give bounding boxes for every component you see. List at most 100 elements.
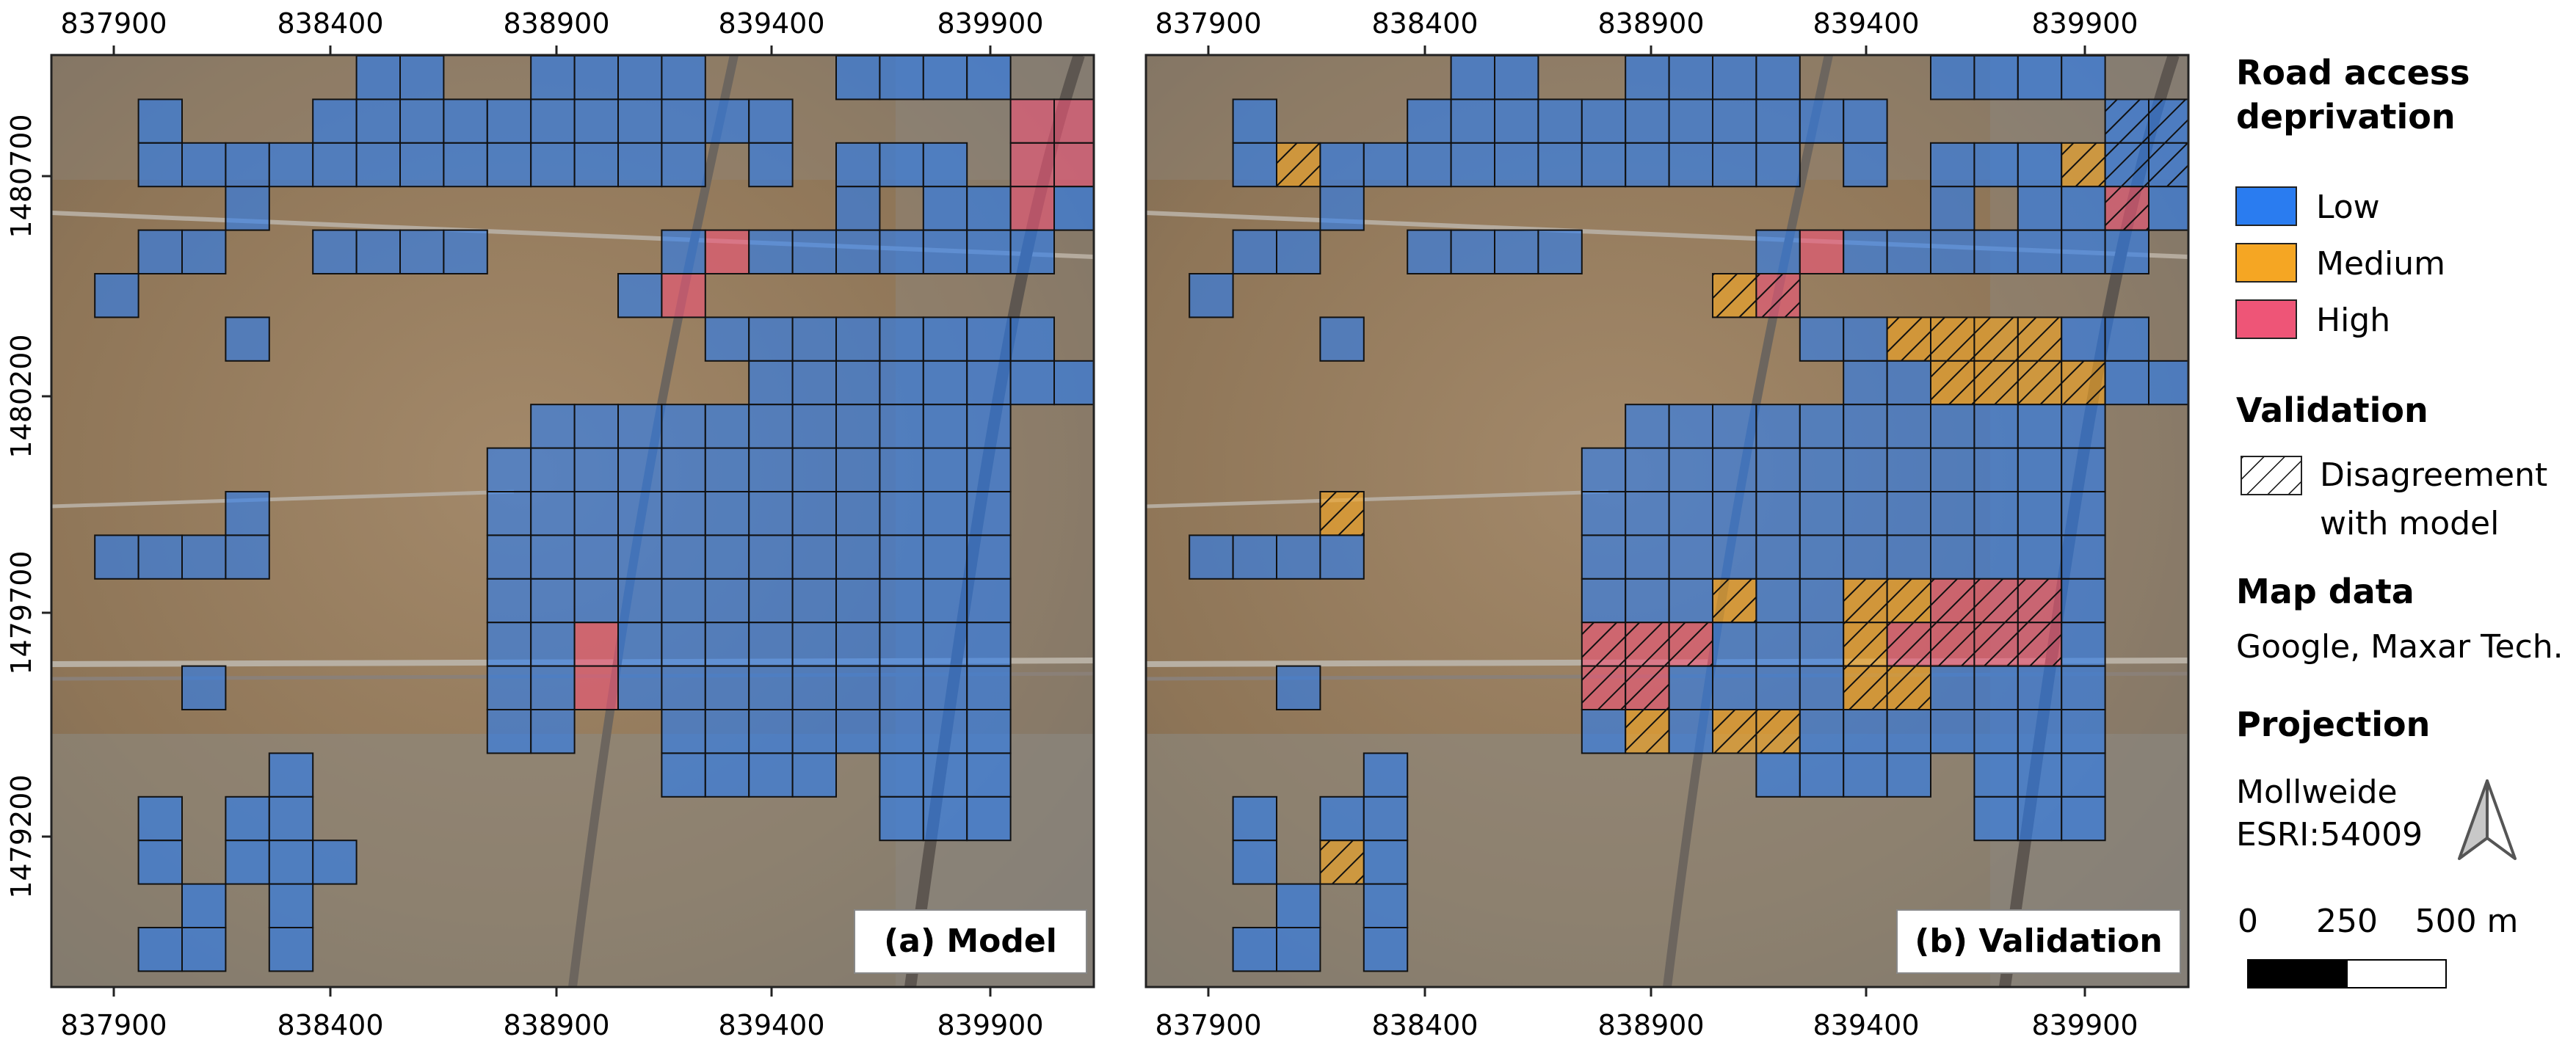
- grid-cell-low: [704, 491, 750, 536]
- grid-cell-low: [1363, 142, 1409, 188]
- grid-cell-low: [1668, 447, 1714, 492]
- grid-cell-low: [966, 229, 1012, 275]
- grid-cell-low: [617, 142, 663, 188]
- grid-cell-low: [1625, 491, 1670, 536]
- grid-cell-low: [748, 229, 794, 275]
- grid-cell-low: [530, 709, 576, 754]
- grid-cell-low: [225, 840, 270, 885]
- grid-cell-low: [1668, 55, 1714, 101]
- grid-cell-low: [1363, 883, 1409, 928]
- grid-cell-low: [2017, 752, 2063, 798]
- grid-cell-low: [879, 360, 924, 406]
- grid-cell-low: [181, 927, 227, 972]
- grid-cell-disagreement-hatch: [2061, 142, 2105, 187]
- grid-cell-low: [1886, 360, 1932, 406]
- grid-cell-low: [486, 665, 532, 710]
- grid-cell-low: [748, 534, 794, 580]
- grid-cell-disagreement-hatch: [1887, 622, 1931, 666]
- grid-cell-disagreement-hatch: [1581, 622, 1626, 666]
- grid-cell-low: [1930, 447, 1975, 492]
- grid-cell-low: [791, 622, 837, 667]
- grid-cell-low: [966, 55, 1012, 101]
- grid-cell-low: [573, 404, 619, 449]
- grid-cell-low: [137, 229, 184, 275]
- grid-cell-low: [530, 578, 576, 624]
- grid-cell-low: [879, 142, 924, 188]
- grid-cell-low: [1537, 98, 1583, 144]
- legend-swatch-medium: [2235, 243, 2297, 283]
- grid-cell-low: [617, 55, 663, 101]
- grid-cell-low: [2017, 55, 2063, 101]
- grid-cell-low: [1450, 98, 1495, 144]
- grid-cell-low: [835, 186, 881, 231]
- grid-cell-low: [1712, 447, 1757, 492]
- grid-cell-low: [1625, 55, 1670, 101]
- grid-cell-low: [573, 534, 619, 580]
- grid-cell-low: [2148, 360, 2188, 406]
- grid-cell-low: [1053, 186, 1094, 231]
- grid-cell-low: [661, 752, 706, 798]
- grid-cell-low: [748, 142, 794, 188]
- grid-cell-low: [1973, 709, 2019, 754]
- y-tick-label: 1479200: [5, 774, 37, 898]
- grid-cell-disagreement-hatch: [2017, 360, 2062, 405]
- grid-cell-low: [2061, 55, 2106, 101]
- grid-cell-low: [704, 665, 750, 710]
- grid-cell-disagreement-hatch: [1625, 666, 1669, 710]
- grid-cell-low: [791, 534, 837, 580]
- grid-cell-low: [486, 98, 532, 144]
- grid-cell-low: [268, 795, 314, 842]
- scale-label-0: 0: [2238, 903, 2258, 940]
- grid-cell-disagreement-hatch: [1320, 492, 1364, 536]
- grid-cell-low: [1799, 404, 1845, 449]
- grid-cell-low: [225, 534, 270, 580]
- grid-cell-low: [791, 360, 837, 406]
- grid-cell-low: [573, 447, 619, 492]
- legend-label-low: Low: [2316, 189, 2380, 226]
- grid-cell-low: [704, 447, 750, 492]
- grid-cell-disagreement-hatch: [1713, 578, 1757, 623]
- grid-cell-high: [1009, 142, 1055, 188]
- grid-cell-low: [1625, 142, 1670, 188]
- grid-cell-disagreement-hatch: [1887, 578, 1931, 623]
- grid-cell-low: [617, 665, 663, 710]
- grid-cell-low: [704, 752, 750, 798]
- grid-cell-low: [2061, 491, 2106, 536]
- grid-cell-low: [1843, 709, 1888, 754]
- legend-validation-title: Validation: [2236, 390, 2428, 430]
- grid-cell-low: [1712, 534, 1757, 580]
- x-tick-label: 837900: [60, 7, 167, 40]
- grid-cell-low: [1886, 229, 1932, 275]
- grid-cell-low: [2061, 447, 2106, 492]
- grid-cell-low: [399, 229, 445, 275]
- grid-cell-low: [225, 186, 270, 231]
- grid-cell-low: [573, 142, 619, 188]
- scale-label-250: 250: [2316, 903, 2378, 940]
- grid-cell-low: [268, 927, 314, 972]
- grid-cell-disagreement-hatch: [2017, 317, 2062, 361]
- grid-cell-low: [1319, 316, 1365, 362]
- y-tick-label: 1479700: [5, 550, 37, 674]
- grid-cell-low: [137, 840, 184, 885]
- grid-cell-low: [1973, 752, 2019, 798]
- grid-cell-low: [922, 622, 968, 667]
- grid-cell-low: [922, 534, 968, 580]
- y-tick-label: 1480200: [5, 334, 37, 458]
- grid-cell-low: [1930, 186, 1975, 231]
- grid-cell-low: [879, 316, 924, 362]
- grid-cell-low: [661, 404, 706, 449]
- grid-cell-low: [661, 491, 706, 536]
- grid-cell-low: [1625, 404, 1670, 449]
- grid-cell-low: [1668, 404, 1714, 449]
- grid-cell-low: [1712, 622, 1757, 667]
- grid-cell-low: [268, 883, 314, 928]
- grid-cell-low: [2017, 142, 2063, 188]
- grid-cell-low: [1755, 534, 1801, 580]
- grid-cell-low: [1581, 98, 1627, 144]
- grid-cell-low: [1668, 491, 1714, 536]
- grid-cell-disagreement-hatch: [2105, 186, 2149, 230]
- grid-cell-low: [225, 142, 270, 188]
- grid-cell-low: [2061, 534, 2106, 580]
- grid-cell-low: [791, 316, 837, 362]
- grid-cell-low: [1581, 534, 1627, 580]
